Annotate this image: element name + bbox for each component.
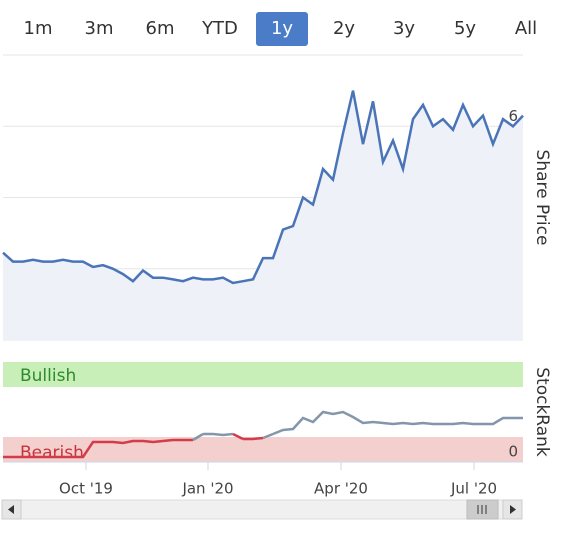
stockrank-line [272, 410, 523, 436]
band-label: Bullish [20, 366, 76, 386]
scroll-track[interactable] [1, 499, 523, 520]
range-selector: 1m 3m 6m YTD 1y 2y 3y 5y All [24, 12, 537, 46]
range-button[interactable]: 5y [454, 18, 476, 39]
range-button[interactable]: 6m [146, 18, 175, 39]
price-line [2, 90, 524, 285]
connector [232, 432, 244, 441]
area-fill [3, 90, 523, 340]
axis-title: StockRank [532, 367, 552, 457]
price-panel: 0246Share Price [2, 54, 552, 341]
range-button[interactable]: 1y [271, 18, 293, 39]
range-button[interactable]: All [515, 18, 537, 39]
connector [192, 432, 204, 442]
band-label: Bearish [20, 443, 84, 463]
band [3, 437, 523, 462]
x-tick-label: Jul '20 [450, 480, 497, 498]
scrollbar[interactable] [1, 499, 523, 520]
y-tick-label: 0 [508, 443, 518, 461]
range-button[interactable]: 1m [24, 18, 53, 39]
range-button[interactable]: 2y [333, 18, 355, 39]
range-button[interactable]: 3m [85, 18, 114, 39]
axis-title: Share Price [532, 150, 552, 246]
y-tick-label: 6 [508, 107, 518, 125]
x-tick-label: Jan '20 [181, 480, 233, 498]
range-button[interactable]: 3y [393, 18, 415, 39]
x-tick-label: Oct '19 [59, 480, 113, 498]
grip [477, 505, 487, 514]
button-bg[interactable] [256, 12, 308, 46]
stockrank-line [203, 432, 234, 437]
range-button[interactable]: YTD [201, 18, 238, 39]
x-tick-label: Apr '20 [314, 480, 368, 498]
stockrank-line [243, 436, 264, 441]
arrow-left [8, 505, 14, 514]
stockrank-panel: Bullish Bearish 0 Oct '19 Jan '20 Apr '20 Jul … [3, 362, 552, 498]
connector [262, 432, 274, 440]
arrow-right [510, 505, 516, 514]
band [3, 362, 523, 387]
stockrank-line [3, 438, 193, 459]
